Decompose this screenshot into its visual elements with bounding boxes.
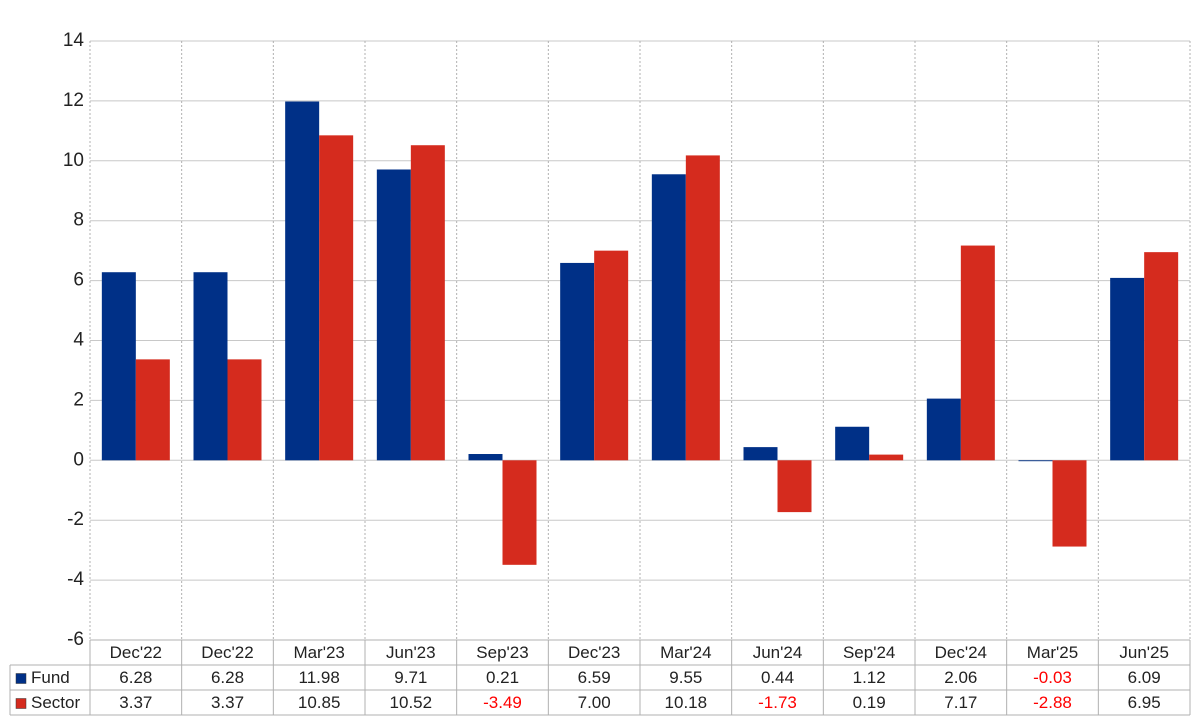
y-tick-label: 0 xyxy=(73,449,84,470)
value-label: 9.71 xyxy=(394,668,427,687)
x-tick-label: Jun'24 xyxy=(753,643,803,662)
bar xyxy=(227,359,262,461)
value-label: 1.12 xyxy=(853,668,886,687)
y-tick-label: -4 xyxy=(67,569,84,590)
bar xyxy=(101,272,136,461)
y-tick-label: 14 xyxy=(63,30,85,51)
value-label: 3.37 xyxy=(119,693,152,712)
y-tick-label: 12 xyxy=(63,90,84,111)
x-tick-label: Dec'22 xyxy=(110,643,162,662)
value-label: 6.09 xyxy=(1128,668,1161,687)
x-tick-label: Sep'24 xyxy=(843,643,895,662)
y-tick-label: 4 xyxy=(73,330,84,351)
x-tick-label: Dec'24 xyxy=(935,643,987,662)
x-tick-label: Dec'22 xyxy=(201,643,253,662)
value-label: -2.88 xyxy=(1033,693,1072,712)
value-label: 0.21 xyxy=(486,668,519,687)
x-tick-label: Mar'25 xyxy=(1027,643,1078,662)
bar xyxy=(594,250,629,461)
value-label: -3.49 xyxy=(483,693,522,712)
value-label: 6.59 xyxy=(578,668,611,687)
x-tick-label: Sep'23 xyxy=(476,643,528,662)
bar xyxy=(1052,460,1087,547)
bar xyxy=(777,460,812,513)
legend-swatch xyxy=(15,698,27,709)
legend-label: Sector xyxy=(31,693,80,712)
value-label: 7.00 xyxy=(578,693,611,712)
bar xyxy=(376,169,411,461)
bar xyxy=(651,174,686,461)
value-label: 10.18 xyxy=(665,693,708,712)
value-label: 10.52 xyxy=(390,693,433,712)
bar xyxy=(319,135,354,461)
bar xyxy=(926,398,961,461)
bar xyxy=(135,359,170,461)
bar xyxy=(502,460,537,565)
bar xyxy=(1110,277,1145,461)
bar xyxy=(560,262,595,461)
value-label: 0.19 xyxy=(853,693,886,712)
value-label: -1.73 xyxy=(758,693,797,712)
value-label: 3.37 xyxy=(211,693,244,712)
value-label: 6.28 xyxy=(211,668,244,687)
x-tick-label: Mar'23 xyxy=(293,643,344,662)
y-tick-label: 8 xyxy=(73,210,84,231)
bar xyxy=(743,447,778,461)
y-tick-label: 2 xyxy=(73,389,84,410)
bar xyxy=(193,272,228,461)
value-label: 6.95 xyxy=(1128,693,1161,712)
value-label: 2.06 xyxy=(944,668,977,687)
y-tick-label: 10 xyxy=(63,150,84,171)
y-tick-label: 6 xyxy=(73,270,84,291)
value-label: 0.44 xyxy=(761,668,794,687)
x-tick-label: Dec'23 xyxy=(568,643,620,662)
y-tick-label: -2 xyxy=(67,509,84,530)
bar xyxy=(1018,460,1053,462)
bar xyxy=(1144,252,1179,461)
bar xyxy=(285,101,320,461)
x-tick-label: Jun'25 xyxy=(1119,643,1169,662)
value-label: 6.28 xyxy=(119,668,152,687)
legend-swatch xyxy=(15,673,27,684)
x-tick-label: Jun'23 xyxy=(386,643,436,662)
x-tick-label: Mar'24 xyxy=(660,643,711,662)
bar xyxy=(685,155,720,461)
value-label: 7.17 xyxy=(944,693,977,712)
legend-label: Fund xyxy=(31,668,70,687)
y-tick-label: -6 xyxy=(67,629,84,650)
bar xyxy=(960,245,995,461)
bar xyxy=(835,426,870,461)
value-label: -0.03 xyxy=(1033,668,1072,687)
bar xyxy=(410,145,445,461)
value-label: 9.55 xyxy=(669,668,702,687)
bar xyxy=(468,454,503,461)
value-label: 11.98 xyxy=(299,668,340,687)
value-label: 10.85 xyxy=(298,693,341,712)
bar xyxy=(869,454,904,461)
